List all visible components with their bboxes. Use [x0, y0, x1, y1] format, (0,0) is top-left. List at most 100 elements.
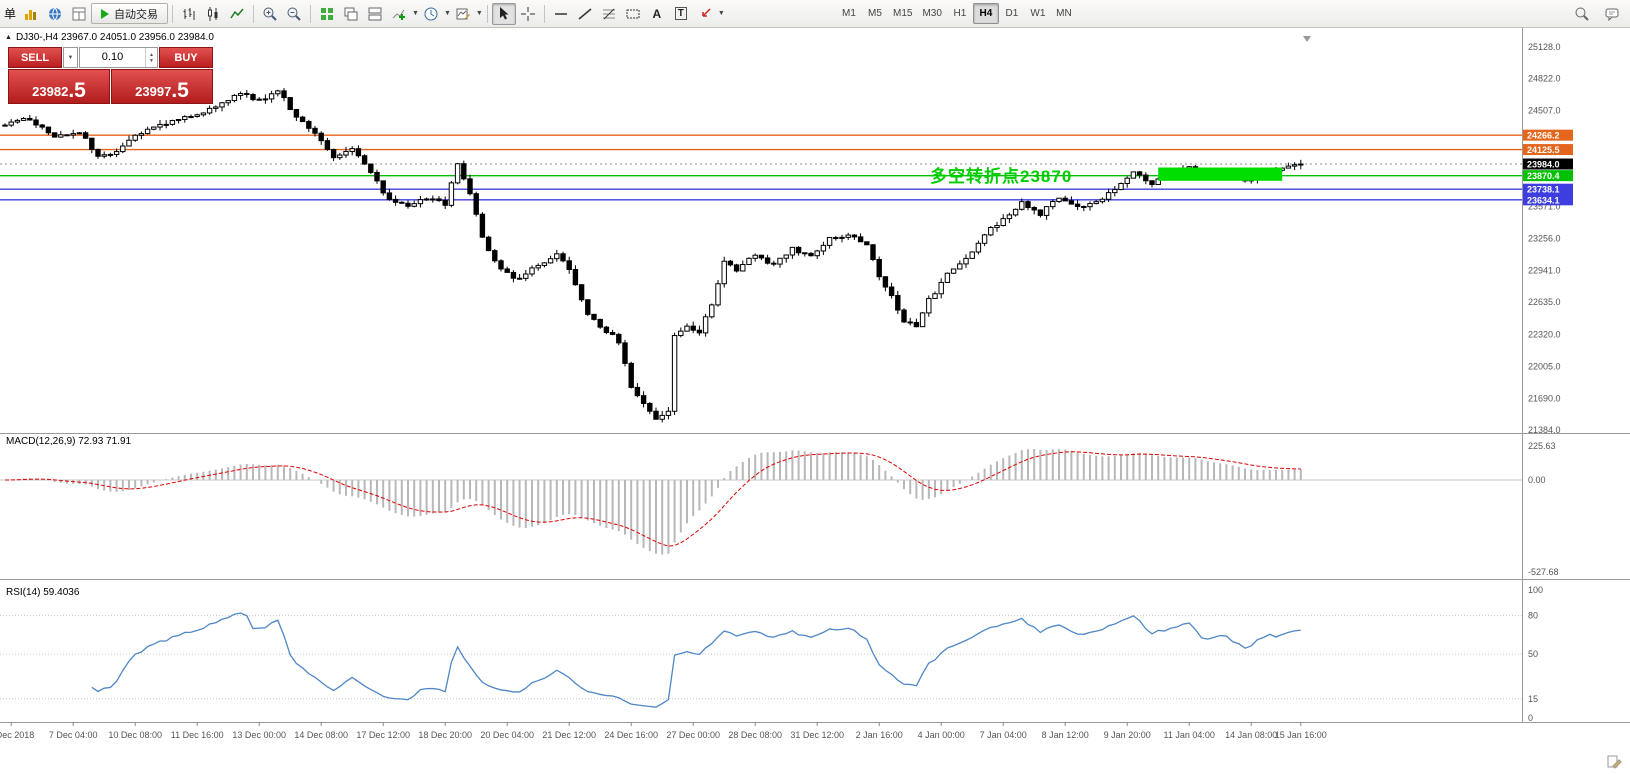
line-chart-mode-icon[interactable] [225, 3, 249, 25]
macd-axis-label: 225.63 [1528, 441, 1556, 451]
templates-dropdown[interactable]: ▼ [451, 3, 483, 25]
volume-input[interactable]: 0.10 ▲ ▼ [79, 47, 158, 68]
price-tag [1523, 183, 1573, 195]
toolbar-separator [172, 4, 174, 23]
search-icon[interactable] [1570, 3, 1594, 25]
sell-button[interactable]: SELL [8, 47, 62, 68]
time-axis-label: 4 Jan 00:00 [918, 730, 965, 740]
price-axis-label: 21690.0 [1528, 394, 1561, 404]
crosshair-tool-icon[interactable] [516, 3, 540, 25]
volume-dropdown-icon[interactable]: ▼ [63, 47, 78, 68]
horizontal-line-tool-icon[interactable] [549, 3, 573, 25]
chart-shift-marker-icon[interactable] [1303, 36, 1311, 42]
indicators-dropdown[interactable]: ▼ [387, 3, 419, 25]
tf-button-m15[interactable]: M15 [893, 8, 913, 19]
symbol-ohlc-label: DJ30-,H4 23967.0 24051.0 23956.0 23984.0 [15, 32, 214, 43]
time-axis-label: 11 Dec 16:00 [171, 730, 224, 740]
rsi-line [91, 612, 1301, 708]
tf-button-h4[interactable]: H4 [972, 3, 999, 24]
macd-axis-label: 0.00 [1528, 475, 1546, 485]
tile-windows-icon[interactable] [315, 3, 339, 25]
price-axis-label: 25128.0 [1528, 42, 1561, 52]
autotrading-button[interactable]: 自动交易 [91, 3, 169, 24]
buy-button[interactable]: BUY [159, 47, 213, 68]
zoom-in-icon[interactable] [258, 3, 282, 25]
price-axis-label: 21384.0 [1528, 425, 1561, 435]
candlestick-mode-icon[interactable] [201, 3, 225, 25]
price-tag-label: 23738.1 [1527, 185, 1560, 195]
time-axis-label: 7 Dec 04:00 [49, 730, 98, 740]
macd-histogram [10, 449, 1302, 555]
timeframe-toolbar: M1 M5 M15 M30 H1 H4 D1 W1 MN [836, 3, 1077, 24]
arrows-dropdown[interactable]: ▼ [693, 3, 725, 25]
price-chart-canvas[interactable]: 25128.0 24822.0 24507.0 23571.0 23256.0 22941… [0, 28, 1630, 773]
time-axis-label: 13 Dec 00:00 [232, 730, 286, 740]
price-axis-label: 23571.0 [1528, 201, 1561, 211]
bar-chart-mode-icon[interactable] [177, 3, 201, 25]
sell-price-button[interactable]: 23982.5 [8, 69, 110, 104]
time-axis-label: 24 Dec 16:00 [604, 730, 658, 740]
main-toolbar: 单 自动交易 ▼ [0, 0, 1630, 28]
text-tool-icon[interactable]: A [652, 6, 662, 21]
feedback-icon[interactable] [1600, 3, 1624, 25]
tf-button-m1[interactable]: M1 [842, 8, 856, 19]
buy-price-button[interactable]: 23997.5 [111, 69, 213, 104]
price-tag-label: 23984.0 [1527, 160, 1560, 170]
tf-button-d1[interactable]: D1 [1005, 8, 1019, 19]
cursor-tool-icon[interactable] [491, 2, 516, 25]
data-window-icon[interactable] [67, 3, 91, 25]
volume-stepper[interactable]: ▲ ▼ [145, 48, 157, 67]
time-axis-label: 18 Dec 20:00 [418, 730, 472, 740]
chart-title: ▲ DJ30-,H4 23967.0 24051.0 23956.0 23984… [5, 32, 214, 43]
trade-panel-expander-icon[interactable]: ▲ [5, 34, 12, 41]
chart-window: 25128.0 24822.0 24507.0 23571.0 23256.0 22941… [0, 28, 1630, 773]
charts-icon[interactable] [19, 3, 43, 25]
rsi-axis-label: 50 [1528, 649, 1538, 659]
chevron-down-icon: ▼ [443, 10, 451, 17]
tf-button-mn[interactable]: MN [1056, 8, 1072, 19]
clock-icon [419, 3, 443, 25]
stepper-up-icon[interactable]: ▲ [149, 51, 154, 58]
macd-signal-line [4, 451, 1301, 547]
highlight-rectangle[interactable] [1158, 167, 1283, 181]
time-axis-label: 20 Dec 04:00 [480, 730, 534, 740]
trendline-tool-icon[interactable] [573, 3, 597, 25]
price-axis-label: 22635.0 [1528, 297, 1561, 307]
chart-annotation-text: 多空转折点23870 [930, 167, 1073, 186]
stepper-down-icon[interactable]: ▼ [149, 57, 154, 64]
tf-button-m5[interactable]: M5 [868, 8, 882, 19]
time-axis-label: 7 Jan 04:00 [980, 730, 1027, 740]
market-watch-icon[interactable] [43, 3, 67, 25]
time-axis-label: 28 Dec 08:00 [728, 730, 782, 740]
time-axis-label: 27 Dec 00:00 [666, 730, 720, 740]
zoom-out-icon[interactable] [282, 3, 306, 25]
shapes-tool-icon[interactable] [621, 3, 645, 25]
cascade-windows-icon[interactable] [339, 3, 363, 25]
rsi-axis-label: 15 [1528, 694, 1538, 704]
rsi-axis-label: 80 [1528, 611, 1538, 621]
template-icon [451, 3, 475, 25]
rsi-axis-label: 0 [1528, 713, 1533, 723]
toolbar-separator [543, 4, 545, 23]
volume-value: 0.10 [101, 51, 124, 63]
tf-button-m30[interactable]: M30 [922, 8, 942, 19]
price-tag-label: 24125.5 [1527, 145, 1560, 155]
time-axis-label: 15 Jan 16:00 [1275, 730, 1327, 740]
time-axis-label: 2 Jan 16:00 [856, 730, 903, 740]
one-click-trading-panel: SELL ▼ 0.10 ▲ ▼ BUY 23982.5 23997.5 [8, 47, 213, 104]
tf-button-h1[interactable]: H1 [953, 8, 967, 19]
label-tool-icon[interactable]: T [669, 3, 693, 25]
tf-button-w1[interactable]: W1 [1030, 8, 1046, 19]
time-axis-label: 11 Jan 04:00 [1164, 730, 1215, 740]
macd-axis-label: -527.68 [1528, 567, 1559, 577]
time-axis-label: 10 Dec 08:00 [108, 730, 162, 740]
fibonacci-tool-icon[interactable] [597, 3, 621, 25]
note-edit-icon[interactable] [1607, 754, 1622, 774]
toolbar-separator [486, 4, 488, 23]
periods-dropdown[interactable]: ▼ [419, 3, 451, 25]
new-order-button[interactable]: 单 [4, 7, 17, 21]
price-axis-label: 24822.0 [1528, 73, 1561, 83]
arrow-objects-icon [693, 3, 717, 25]
arrange-windows-icon[interactable] [363, 3, 387, 25]
price-tag [1523, 129, 1573, 141]
